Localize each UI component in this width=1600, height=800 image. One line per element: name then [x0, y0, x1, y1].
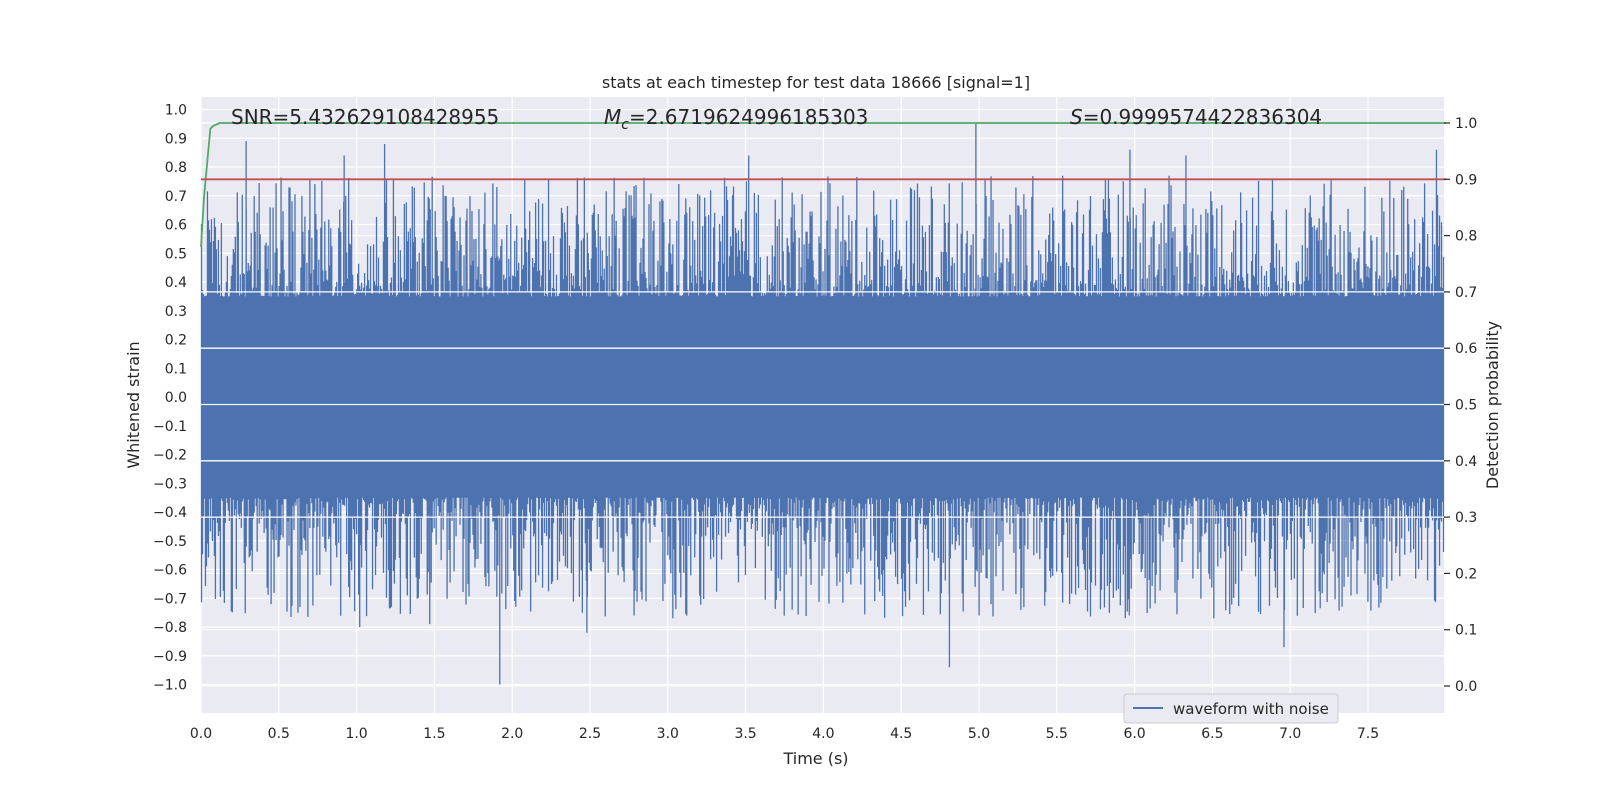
y-tick-label: 0.9: [165, 131, 187, 147]
waveform-series: [200, 123, 1445, 685]
mc-symbol: M: [604, 105, 621, 129]
y-tick-label: 0.0: [165, 390, 187, 406]
y2-tick-label: 0.1: [1455, 623, 1477, 639]
x-tick-label: 2.5: [579, 726, 601, 742]
y-tick-label: −1.0: [153, 678, 187, 694]
y-tick-label: −0.8: [153, 620, 187, 636]
y-tick-label: −0.9: [153, 649, 187, 665]
x-tick-label: 3.0: [657, 726, 679, 742]
x-axis-label: Time (s): [782, 749, 848, 768]
legend-box: [1123, 693, 1339, 724]
y-tick-label: −0.4: [153, 505, 187, 521]
y2-tick-label: 0.9: [1455, 172, 1477, 188]
y-tick-label: −0.1: [153, 419, 187, 435]
y2-tick-label: 0.8: [1455, 229, 1477, 245]
y-axis-label: Whitened strain: [124, 341, 143, 468]
y2-tick-label: 1.0: [1455, 116, 1477, 132]
mc-subscript: c: [621, 117, 629, 133]
y-tick-label: 0.1: [165, 361, 187, 377]
y-tick-label: 0.6: [165, 218, 187, 234]
mc-value: =2.6719624996185303: [629, 105, 868, 129]
y2-tick-label: 0.6: [1455, 341, 1477, 357]
y-tick-label: 0.5: [165, 246, 187, 262]
y-tick-label: 0.7: [165, 189, 187, 205]
s-symbol: S: [1070, 105, 1083, 129]
legend: waveform with noise: [1123, 693, 1339, 724]
y-axis-left: 1.0 0.9 0.8 0.7 0.6 0.5 0.4 0.3 0.2 0.1 0.0 −0.1 −0.…: [153, 103, 187, 694]
y2-tick-label: 0.5: [1455, 398, 1477, 414]
x-tick-label: 5.5: [1046, 726, 1068, 742]
y2-tick-label: 0.7: [1455, 285, 1477, 301]
y-axis-right: 1.0 0.9 0.8 0.7 0.6 0.5 0.4 0.3 0.2 0.1 0.0: [1444, 116, 1477, 695]
detection-probability-line: [200, 122, 1446, 247]
y-tick-label: −0.6: [153, 563, 187, 579]
y-tick-label: 0.3: [165, 304, 187, 320]
y2-axis-label: Detection probability: [1483, 321, 1502, 489]
y2-tick-label: 0.0: [1455, 679, 1477, 695]
x-tick-label: 4.0: [812, 726, 834, 742]
x-tick-label: 0.5: [268, 726, 290, 742]
x-tick-label: 7.0: [1279, 726, 1301, 742]
x-tick-label: 3.5: [734, 726, 756, 742]
x-tick-label: 5.0: [968, 726, 990, 742]
y-tick-label: 1.0: [165, 103, 187, 119]
x-tick-label: 0.0: [190, 726, 212, 742]
x-axis: 0.0 0.5 1.0 1.5 2.0 2.5 3.0 3.5 4.0 4.5 5.0 5.5 6.0 6…: [190, 726, 1379, 742]
chirp-mass-annotation: Mc=2.6719624996185303: [604, 105, 868, 133]
y2-tick-label: 0.3: [1455, 510, 1477, 526]
x-tick-label: 1.5: [423, 726, 445, 742]
probability-lines: [200, 122, 1446, 247]
y-tick-label: −0.5: [153, 534, 187, 550]
y-tick-label: 0.2: [165, 333, 187, 349]
x-tick-label: 4.5: [890, 726, 912, 742]
y-tick-label: 0.4: [165, 275, 187, 291]
x-tick-label: 1.0: [345, 726, 367, 742]
y-tick-label: −0.7: [153, 591, 187, 607]
x-tick-label: 6.0: [1123, 726, 1145, 742]
x-tick-label: 6.5: [1201, 726, 1223, 742]
legend-label: waveform with noise: [1173, 700, 1329, 718]
x-tick-label: 7.5: [1357, 726, 1379, 742]
x-tick-label: 2.0: [501, 726, 523, 742]
s-value: =0.9999574422836304: [1083, 105, 1322, 129]
y-tick-label: −0.2: [153, 448, 187, 464]
y-tick-label: 0.8: [165, 160, 187, 176]
snr-annotation: SNR=5.432629108428955: [231, 105, 499, 129]
chart-title: stats at each timestep for test data 186…: [602, 73, 1030, 92]
y2-tick-label: 0.2: [1455, 566, 1477, 582]
y2-tick-label: 0.4: [1455, 454, 1477, 470]
y-tick-label: −0.3: [153, 476, 187, 492]
score-annotation: S=0.9999574422836304: [1070, 105, 1322, 129]
